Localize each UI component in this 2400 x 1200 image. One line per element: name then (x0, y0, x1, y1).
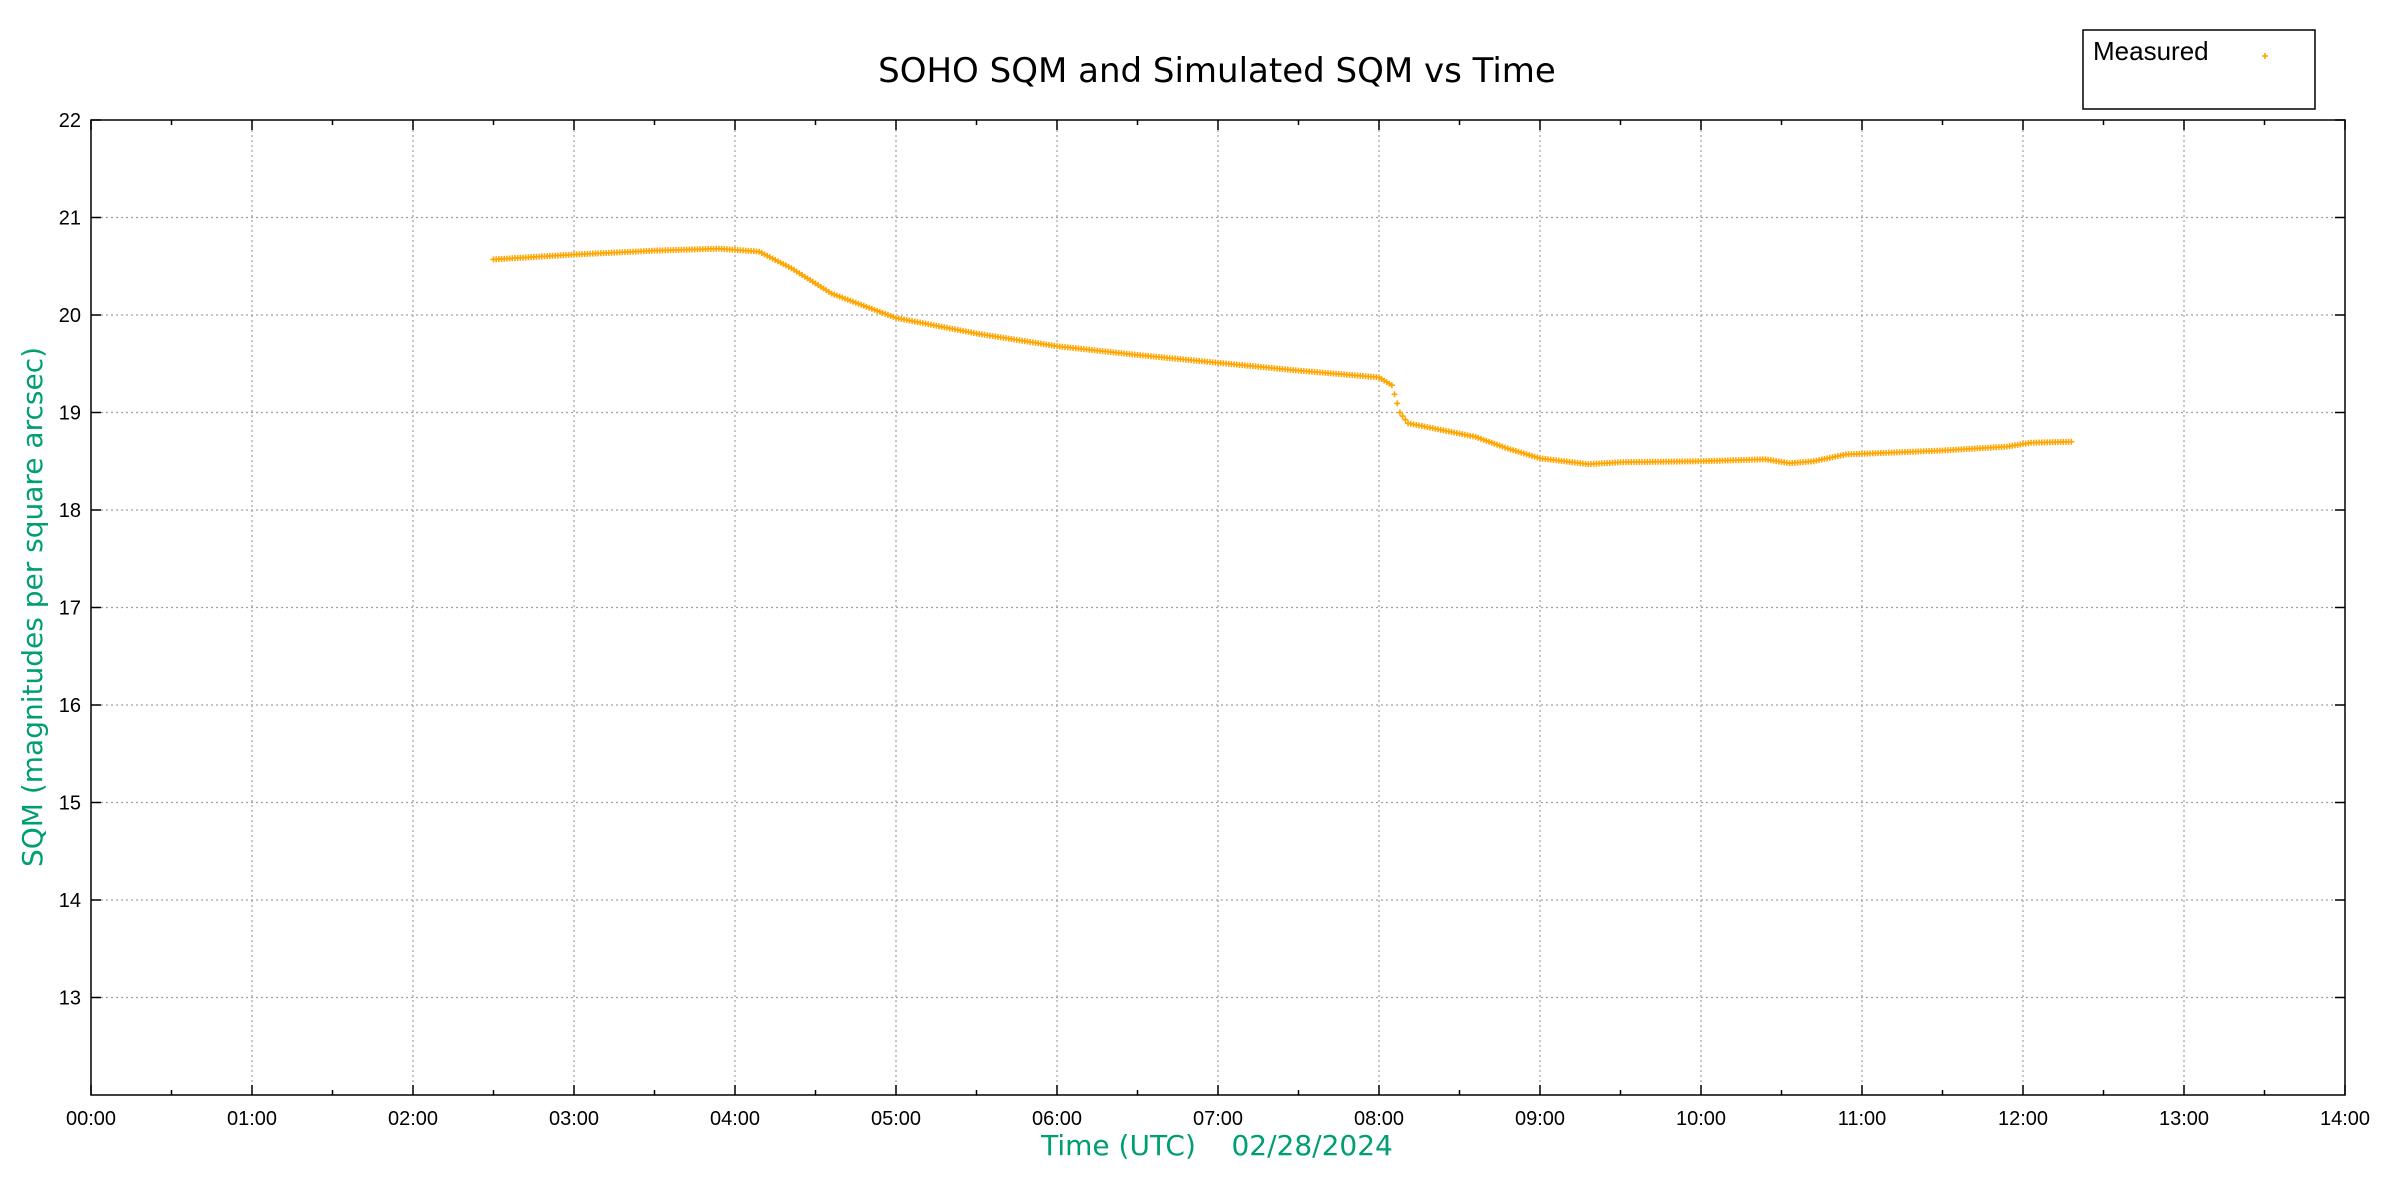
y-tick-label: 22 (59, 110, 81, 132)
y-tick-label: 18 (59, 500, 81, 522)
legend-label-measured: Measured (2093, 36, 2209, 66)
x-tick-label: 04:00 (710, 1108, 760, 1130)
x-tick-label: 06:00 (1032, 1108, 1082, 1130)
x-tick-label: 01:00 (227, 1108, 277, 1130)
x-tick-label: 05:00 (871, 1108, 921, 1130)
x-tick-label: 02:00 (388, 1108, 438, 1130)
data-point (1402, 416, 1409, 423)
data-point (1394, 400, 1401, 407)
data-point (1396, 409, 1403, 416)
x-tick-label: 08:00 (1354, 1108, 1404, 1130)
y-tick-label: 17 (59, 598, 81, 620)
axis-ticks (90, 119, 2346, 1095)
legend-box (2082, 29, 2316, 110)
y-tick-label: 14 (59, 890, 81, 912)
data-point (1399, 413, 1406, 420)
x-tick-labels: 00:00 01:00 02:00 03:00 04:00 05:00 06:00 07:00… (66, 1108, 2370, 1130)
x-tick-label: 09:00 (1515, 1108, 1565, 1130)
x-tick-label: 07:00 (1193, 1108, 1243, 1130)
y-tick-label: 21 (59, 208, 81, 230)
y-tick-label: 19 (59, 403, 81, 425)
grid-lines (91, 120, 2345, 1095)
y-tick-label: 16 (59, 695, 81, 717)
data-point (1388, 382, 1395, 389)
x-tick-label: 00:00 (66, 1108, 116, 1130)
y-tick-label: 20 (59, 305, 81, 327)
data-point (1391, 391, 1398, 398)
y-tick-label: 15 (59, 793, 81, 815)
x-tick-label: 11:00 (1838, 1108, 1887, 1130)
y-axis-label: SQM (magnitudes per square arcsec) (16, 347, 49, 867)
x-axis-label: Time (UTC) 02/28/2024 (1040, 1129, 1393, 1162)
x-tick-label: 12:00 (1998, 1108, 2048, 1130)
y-tick-labels: 13 14 15 16 17 18 19 20 21 22 (59, 110, 81, 1010)
x-tick-label: 14:00 (2320, 1108, 2370, 1130)
chart-title: SOHO SQM and Simulated SQM vs Time (878, 51, 1556, 91)
legend-marker-measured (2262, 53, 2268, 59)
measured-series (490, 245, 2075, 468)
data-point (2068, 438, 2075, 445)
legend: Measured (2082, 29, 2316, 110)
x-tick-label: 13:00 (2159, 1108, 2209, 1130)
x-tick-label: 10:00 (1676, 1108, 1726, 1130)
y-tick-label: 13 (59, 988, 81, 1010)
x-tick-label: 03:00 (549, 1108, 599, 1130)
